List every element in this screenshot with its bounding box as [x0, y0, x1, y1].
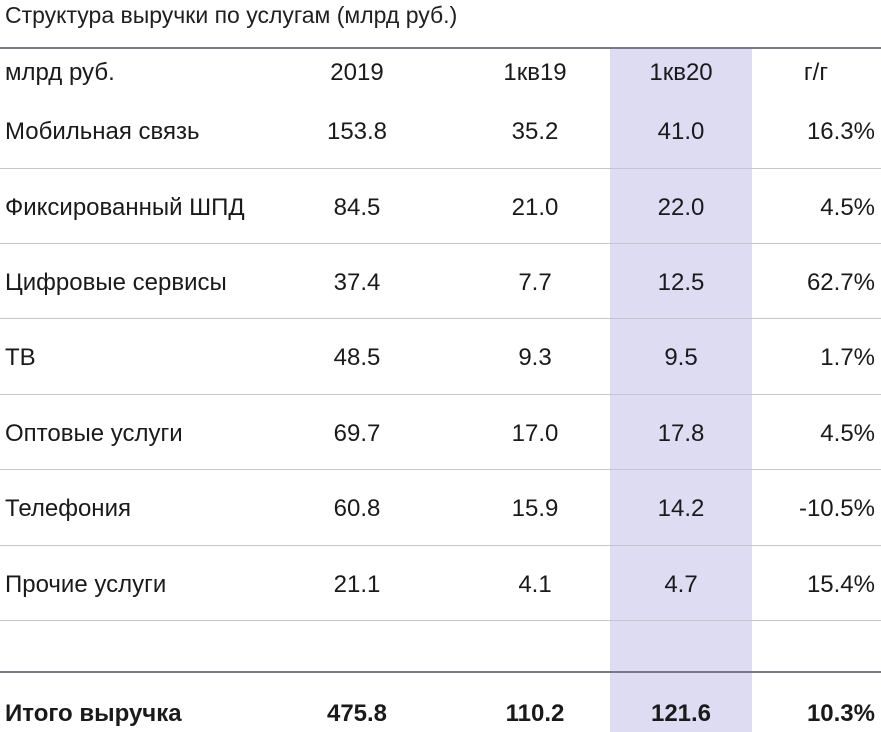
- cell-1q20: 17.8: [657, 420, 705, 447]
- cell-2019: 69.7: [333, 420, 381, 447]
- total-1q19: 110.2: [505, 700, 565, 727]
- cell-1q20: 22.0: [657, 194, 705, 221]
- header-top-rule: [0, 47, 881, 49]
- header-yoy: г/г: [803, 59, 829, 86]
- cell-1q19: 9.3: [518, 344, 552, 371]
- header-1q20: 1кв20: [649, 59, 713, 86]
- cell-1q19: 15.9: [511, 495, 559, 522]
- cell-1q20: 12.5: [657, 269, 705, 296]
- cell-1q19: 7.7: [518, 269, 552, 296]
- cell-1q20: 41.0: [657, 118, 705, 145]
- row-divider: [0, 545, 881, 546]
- row-divider: [0, 168, 881, 169]
- row-divider: [0, 318, 881, 319]
- header-2019: 2019: [330, 59, 384, 86]
- total-1q20: 121.6: [650, 700, 712, 727]
- cell-yoy: 15.4%: [806, 571, 875, 598]
- cell-yoy: 1.7%: [820, 344, 875, 371]
- row-label: Мобильная связь: [5, 118, 200, 145]
- row-label: Оптовые услуги: [5, 420, 183, 447]
- cell-2019: 37.4: [333, 269, 381, 296]
- row-label: ТВ: [5, 344, 36, 371]
- header-1q19: 1кв19: [503, 59, 567, 86]
- total-yoy: 10.3%: [806, 700, 875, 727]
- table-title: Структура выручки по услугам (млрд руб.): [5, 2, 458, 28]
- cell-1q20: 9.5: [664, 344, 698, 371]
- header-units-label: млрд руб.: [5, 59, 115, 86]
- cell-yoy: 4.5%: [820, 194, 875, 221]
- row-label: Цифровые сервисы: [5, 269, 227, 296]
- cell-yoy: 62.7%: [806, 269, 875, 296]
- total-top-rule: [0, 671, 881, 673]
- row-divider: [0, 243, 881, 244]
- cell-2019: 153.8: [326, 118, 388, 145]
- row-label: Прочие услуги: [5, 571, 167, 598]
- row-divider: [0, 469, 881, 470]
- cell-yoy: 16.3%: [806, 118, 875, 145]
- highlight-column-1q20: [610, 48, 752, 732]
- cell-yoy: -10.5%: [798, 495, 875, 522]
- cell-2019: 48.5: [333, 344, 381, 371]
- row-label: Телефония: [5, 495, 131, 522]
- cell-1q20: 14.2: [657, 495, 705, 522]
- cell-1q19: 17.0: [511, 420, 559, 447]
- cell-1q19: 4.1: [518, 571, 552, 598]
- cell-2019: 60.8: [333, 495, 381, 522]
- row-divider: [0, 620, 881, 621]
- row-divider: [0, 394, 881, 395]
- cell-1q20: 4.7: [664, 571, 698, 598]
- cell-1q19: 21.0: [511, 194, 559, 221]
- cell-2019: 21.1: [333, 571, 381, 598]
- cell-2019: 84.5: [333, 194, 381, 221]
- cell-1q19: 35.2: [511, 118, 559, 145]
- cell-yoy: 4.5%: [820, 420, 875, 447]
- total-label: Итого выручка: [5, 700, 182, 727]
- total-2019: 475.8: [326, 700, 388, 727]
- row-label: Фиксированный ШПД: [5, 194, 245, 221]
